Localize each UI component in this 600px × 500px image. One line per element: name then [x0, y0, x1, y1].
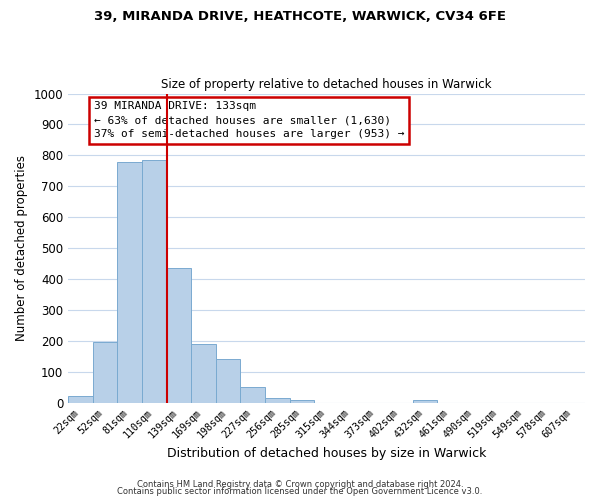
X-axis label: Distribution of detached houses by size in Warwick: Distribution of detached houses by size …: [167, 447, 486, 460]
Bar: [413, 400, 437, 402]
Y-axis label: Number of detached properties: Number of detached properties: [15, 155, 28, 341]
Text: Contains public sector information licensed under the Open Government Licence v3: Contains public sector information licen…: [118, 487, 482, 496]
Bar: [167, 268, 191, 402]
Bar: [117, 162, 142, 402]
Text: 39, MIRANDA DRIVE, HEATHCOTE, WARWICK, CV34 6FE: 39, MIRANDA DRIVE, HEATHCOTE, WARWICK, C…: [94, 10, 506, 23]
Bar: [216, 360, 241, 403]
Title: Size of property relative to detached houses in Warwick: Size of property relative to detached ho…: [161, 78, 492, 91]
Text: 39 MIRANDA DRIVE: 133sqm
← 63% of detached houses are smaller (1,630)
37% of sem: 39 MIRANDA DRIVE: 133sqm ← 63% of detach…: [94, 102, 404, 140]
Bar: [265, 398, 290, 402]
Bar: [92, 342, 117, 402]
Bar: [241, 387, 265, 402]
Bar: [142, 160, 167, 402]
Bar: [191, 344, 216, 403]
Bar: [290, 400, 314, 402]
Text: Contains HM Land Registry data © Crown copyright and database right 2024.: Contains HM Land Registry data © Crown c…: [137, 480, 463, 489]
Bar: [68, 396, 92, 402]
